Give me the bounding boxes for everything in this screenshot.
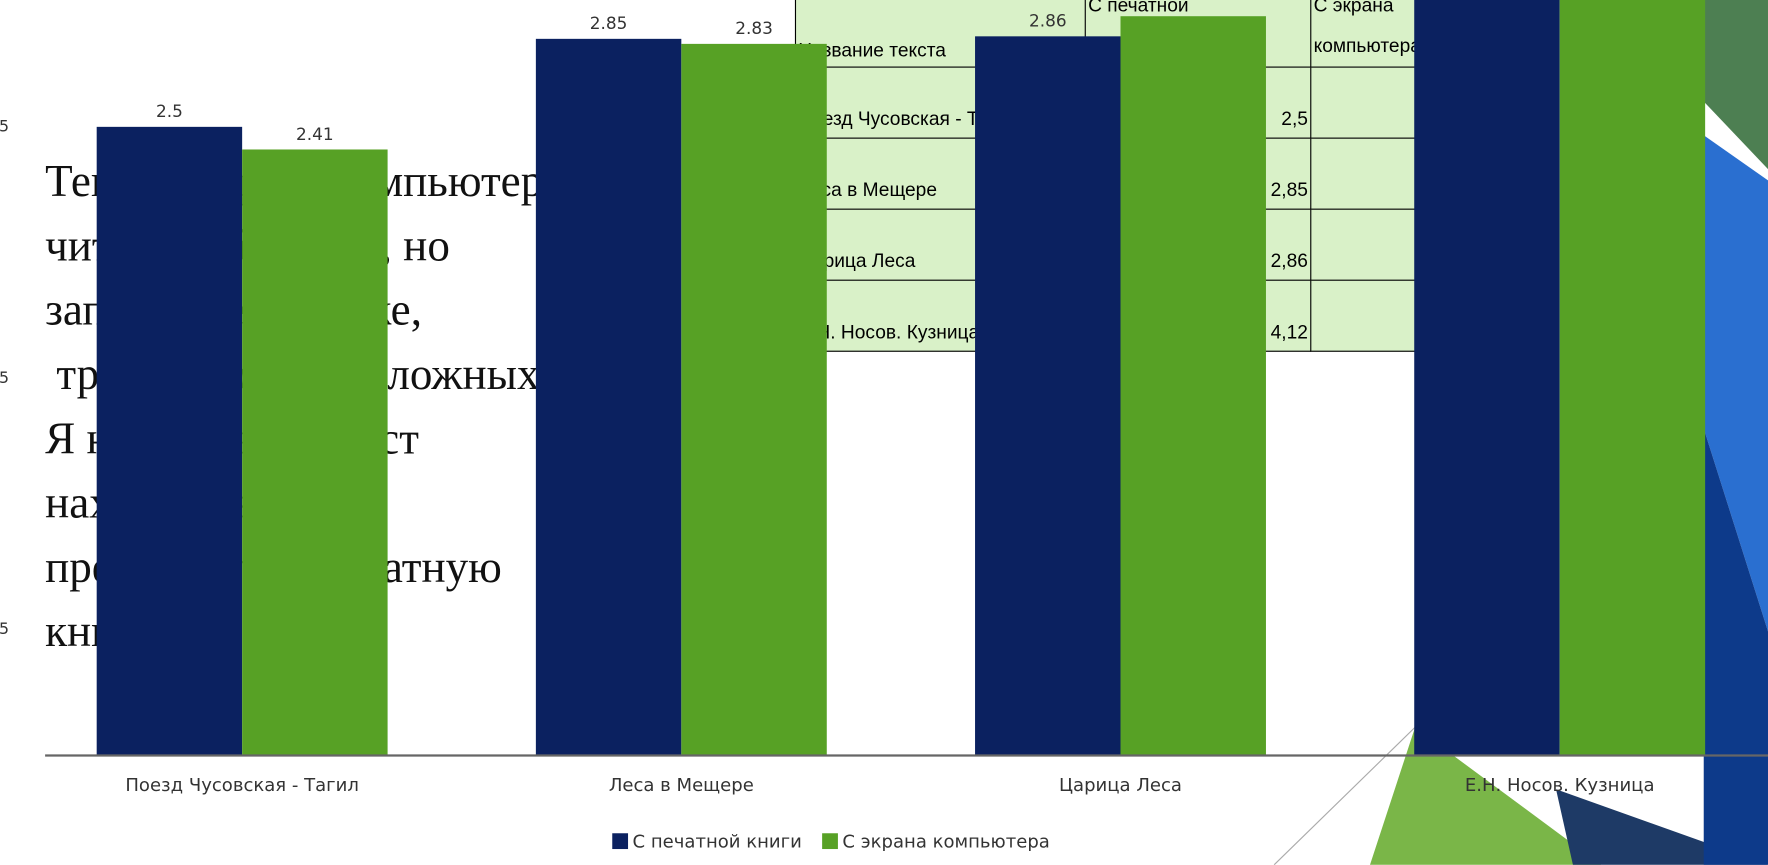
legend-swatch: [612, 833, 629, 850]
value-label: 2.41: [296, 124, 334, 144]
header-text: С экрана компьютера: [1313, 0, 1421, 57]
bar: [242, 149, 388, 756]
bar: [1414, 0, 1560, 756]
legend-swatch: [822, 833, 838, 850]
legend-label: С печатной книги: [633, 831, 802, 852]
deco-triangle: [1703, 135, 1768, 632]
x-tick-label: Царица Леса: [1059, 775, 1182, 796]
bar: [681, 43, 827, 756]
bar: [1559, 0, 1706, 756]
deco-triangle: [1703, 0, 1768, 170]
deco-triangle: [1369, 727, 1602, 865]
y-tick-label: 0.5: [0, 619, 9, 638]
value-label: 2.5: [156, 101, 183, 121]
value-label: 2.85: [590, 13, 628, 33]
deco-line: [1273, 726, 1416, 865]
legend-label: С экрана компьютера: [842, 831, 1049, 852]
x-tick-label: Е.Н. Носов. Кузница: [1465, 775, 1655, 796]
bar: [1120, 16, 1266, 756]
y-tick-label: 2.5: [0, 116, 9, 135]
x-tick-label: Поезд Чусовская - Тагил: [125, 775, 359, 796]
bar: [96, 126, 243, 756]
value-label: 2.86: [1029, 11, 1067, 31]
bar: [975, 36, 1121, 756]
value-label: 2.83: [735, 18, 773, 38]
x-tick-label: Леса в Мещере: [609, 775, 754, 796]
y-tick-label: 1.5: [0, 368, 9, 387]
bar: [535, 38, 682, 756]
